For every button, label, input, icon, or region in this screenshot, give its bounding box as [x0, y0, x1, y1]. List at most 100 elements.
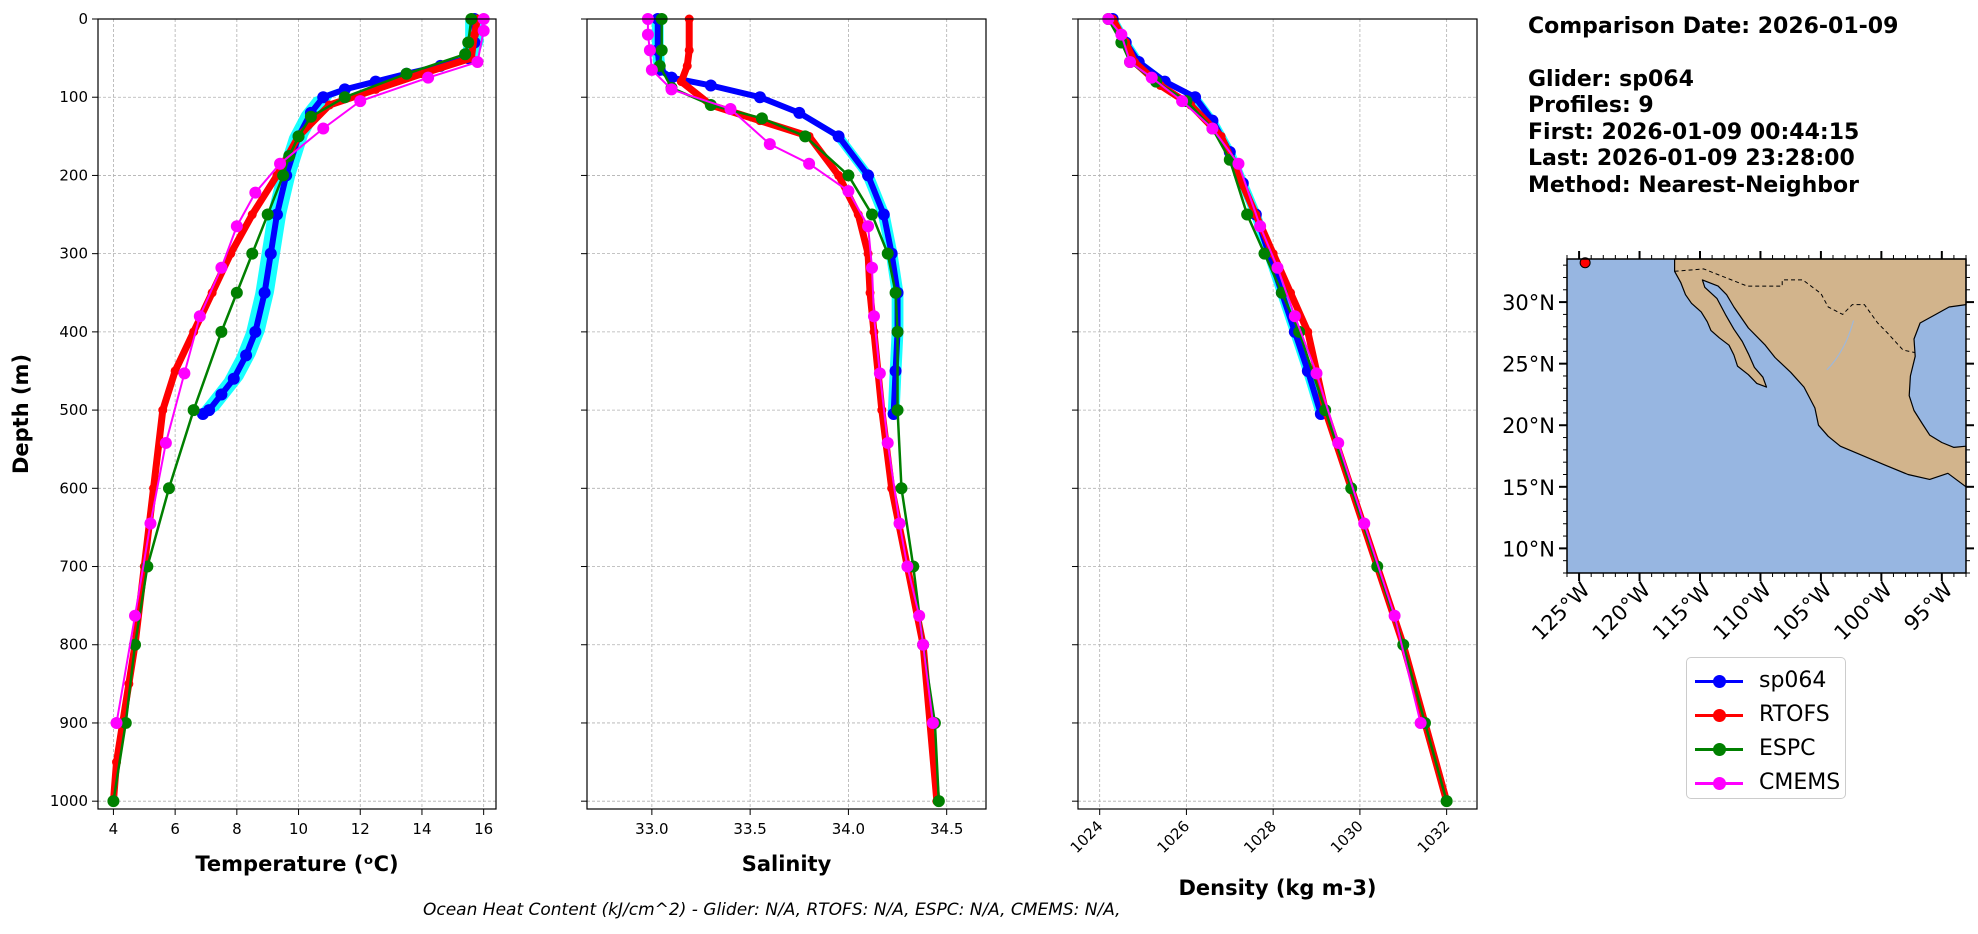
map-border [1674, 268, 1916, 354]
glider-name: Glider: sp064 [1528, 66, 1694, 92]
series-point-cmems [1310, 367, 1323, 380]
y-tick-label: 400 [59, 323, 88, 341]
series-point-espc [261, 208, 274, 221]
legend-marker-cmems [1713, 777, 1726, 790]
map-lon-label: 105°W [1769, 577, 1837, 645]
x-tick-label: 10 [289, 820, 308, 838]
series-point-cmems [193, 310, 206, 323]
map-lat-label: 30°N [1502, 291, 1555, 315]
info-panel: Comparison Date: 2026-01-09 Glider: sp06… [1528, 14, 1898, 199]
series-point-cmems [866, 261, 878, 274]
map-lon-label: 110°W [1709, 577, 1777, 645]
series-point-rtofs [158, 405, 168, 415]
legend-item-rtofs: RTOFS [1695, 700, 1845, 730]
series-point-cmems [1115, 28, 1128, 41]
series-point-sp064 [704, 79, 717, 92]
series-point-sp064 [258, 286, 271, 299]
x-tick-label: 34.0 [832, 820, 865, 838]
legend-item-sp064: sp064 [1695, 666, 1845, 696]
series-point-sp064 [196, 408, 209, 420]
x-tick-label: 12 [351, 820, 370, 838]
glider-spread-band [193, 19, 484, 414]
series-point-sp064 [227, 372, 240, 385]
y-axis-label: Depth (m) [9, 354, 33, 474]
map-river [1826, 320, 1855, 371]
legend-label-cmems: CMEMS [1759, 770, 1841, 795]
series-point-cmems [422, 71, 435, 84]
series-point-cmems [110, 716, 123, 729]
series-point-sp064 [877, 208, 890, 221]
series-point-cmems [1388, 609, 1401, 622]
y-tick-label: 700 [59, 558, 88, 576]
series-point-cmems [159, 436, 172, 449]
x-axis-label: Density (kg m-3) [1178, 876, 1376, 900]
series-point-cmems [1176, 95, 1189, 108]
series-point-espc [277, 169, 290, 182]
series-point-cmems [1206, 122, 1219, 135]
series-point-espc [1440, 795, 1453, 808]
series-point-espc [187, 404, 200, 417]
series-point-rtofs [1303, 327, 1313, 337]
series-point-espc [866, 208, 878, 221]
x-tick-label: 1030 [1327, 817, 1367, 857]
map-lon-label: 95°W [1899, 577, 1957, 635]
series-point-cmems [917, 638, 930, 651]
series-point-espc [129, 638, 142, 651]
map-lat-label: 15°N [1502, 476, 1555, 500]
x-tick-label: 8 [232, 820, 242, 838]
series-point-cmems [1232, 157, 1245, 170]
series-point-cmems [144, 517, 157, 530]
series-point-cmems [873, 367, 886, 380]
legend-label-rtofs: RTOFS [1759, 702, 1830, 727]
map-lon-label: 100°W [1829, 577, 1897, 645]
glider-location-marker [1579, 257, 1591, 269]
series-point-cmems [893, 517, 906, 530]
series-point-sp064 [240, 349, 253, 362]
y-tick-label: 1000 [50, 792, 88, 810]
series-point-sp064 [264, 247, 277, 260]
series-point-rtofs [682, 61, 692, 71]
series-point-rtofs [469, 30, 479, 40]
panel-frame [586, 18, 987, 810]
series-point-cmems [1414, 716, 1427, 729]
series-point-espc [655, 44, 668, 57]
series-point-espc [755, 112, 768, 125]
map-lon-label: 125°W [1527, 577, 1595, 645]
series-point-espc [215, 325, 228, 338]
series-point-espc [400, 67, 413, 80]
series-point-cmems [1254, 220, 1267, 233]
series-point-cmems [274, 157, 287, 170]
series-point-espc [1258, 247, 1271, 260]
legend-item-espc: ESPC [1695, 734, 1845, 764]
panel-frame [1077, 18, 1478, 810]
series-point-espc [459, 48, 472, 61]
x-tick-label: 1024 [1067, 817, 1107, 857]
x-tick-label: 34.5 [930, 820, 963, 838]
legend-marker-rtofs [1713, 709, 1726, 722]
legend-marker-espc [1713, 743, 1726, 756]
series-point-cmems [1124, 56, 1137, 69]
series-point-cmems [249, 186, 262, 199]
series-point-cmems [862, 220, 875, 233]
method: Method: Nearest-Neighbor [1528, 172, 1859, 198]
series-point-rtofs [869, 327, 879, 337]
series-point-sp064 [270, 208, 283, 221]
series-line-cmems [1107, 18, 1422, 724]
profile-panel-1: 33.0 33.5 34.0 34.5 Salinity [581, 13, 987, 876]
series-point-espc [881, 247, 894, 260]
x-tick-label: 33.0 [635, 820, 668, 838]
series-point-cmems [477, 24, 490, 37]
last-time: Last: 2026-01-09 23:28:00 [1528, 146, 1855, 171]
y-tick-label: 500 [59, 401, 88, 419]
series-point-espc [292, 130, 305, 143]
glider-spread-band [1107, 19, 1327, 414]
series-point-espc [107, 795, 120, 808]
profile-count: Profiles: 9 [1528, 93, 1654, 118]
series-point-cmems [317, 122, 330, 135]
y-tick-label: 200 [59, 166, 88, 184]
map-land [1674, 258, 1967, 488]
x-tick-label: 14 [412, 820, 431, 838]
panel-frame [97, 18, 497, 810]
profile-panel-2: 1024 1026 1028 1030 1032 Density (kg m-3) [1067, 13, 1478, 900]
series-line-sp064 [1110, 17, 1324, 415]
